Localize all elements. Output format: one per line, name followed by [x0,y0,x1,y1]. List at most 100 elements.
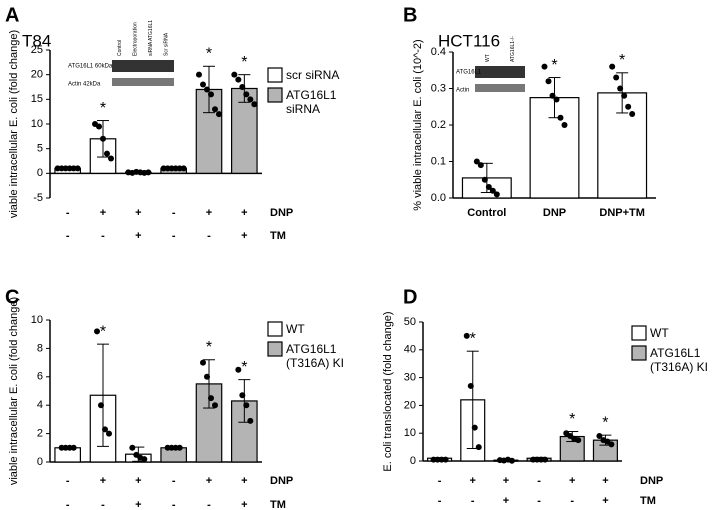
condition-sign: - [570,495,574,507]
data-point [235,76,242,83]
condition-sign: - [101,230,105,242]
blot-label: ATG16L1 60kDa [68,64,113,70]
data-point [208,395,214,402]
lane-label: WT [485,54,491,62]
y-tick-label: 15 [31,93,43,105]
condition-sign: + [100,475,106,487]
legend-item: WT [286,322,305,336]
condition-sign: - [438,495,442,507]
y-axis-label: % viable intracellular E. coli (10^-2) [412,39,424,210]
data-point [239,84,246,90]
y-tick-label: 10 [31,118,43,130]
significance: * [206,45,212,62]
y-tick-label: 25 [31,44,43,56]
legend-item: ATG16L1 (T316A) KI [286,342,345,370]
data-point [621,92,628,99]
condition-sign: + [503,475,509,487]
condition-sign: - [66,499,70,510]
y-tick-label: 50 [404,316,416,328]
significance: * [241,54,247,71]
legend-swatch [267,321,283,337]
panel-label: A [5,4,19,26]
lane-label: Electroporation [133,22,139,56]
legend-label: scr siRNA [286,68,340,82]
data-point [204,373,210,380]
significance: * [241,359,247,376]
legend-swatch [267,341,283,357]
data-point [94,328,100,335]
data-point [575,437,582,444]
data-point [489,187,496,194]
x-tick-label: Control [467,207,506,219]
y-axis-label: E. coli translocated (fold change) [382,311,394,471]
y-tick-label: 5 [37,143,43,155]
legend-item: ATG16L1 (T316A) KI [650,346,708,374]
data-point [613,74,620,81]
blot-label: Actin [456,88,469,94]
x-tick-label: DNP+TM [599,207,645,219]
condition-sign: - [172,475,176,487]
data-point [617,85,624,92]
condition-sign: + [503,495,509,507]
blot-band [112,78,174,86]
data-point [508,457,515,464]
y-tick-label: 0 [37,456,43,468]
data-point [216,111,222,118]
condition-sign: + [569,475,575,487]
blot-band [112,60,174,72]
x-tick-label: DNP [543,207,566,219]
condition-label: DNP [270,207,293,219]
data-point [98,402,104,409]
y-tick-label: 8 [37,342,43,354]
condition-sign: + [470,475,476,487]
significance: * [206,339,212,356]
condition-sign: - [101,499,105,510]
legend-swatch [267,87,283,103]
y-tick-label: 0.4 [431,46,446,58]
data-point [141,456,148,463]
condition-sign: + [241,499,247,510]
condition-sign: + [241,207,247,219]
data-point [74,165,81,172]
data-point [180,165,187,172]
condition-sign: - [66,207,70,219]
y-tick-label: 0 [410,455,416,467]
significance: * [551,57,557,74]
legend-item: scr siRNA [286,68,340,82]
condition-sign: + [241,230,247,242]
legend-item: WT [650,326,669,340]
y-tick-label: 0.2 [431,119,446,131]
data-point [204,86,210,93]
data-point [239,392,246,399]
condition-sign: - [207,499,211,510]
condition-label: TM [270,230,286,242]
condition-sign: - [207,230,211,242]
significance: * [470,330,476,347]
legend-swatch [631,345,647,361]
y-tick-label: 30 [404,372,416,384]
data-point [247,417,254,424]
condition-sign: + [100,207,106,219]
data-point [442,456,449,463]
y-tick-label: 10 [404,427,416,439]
condition-sign: + [602,495,608,507]
data-point [251,101,258,108]
data-point [493,191,500,198]
data-point [473,158,480,165]
data-point [553,96,560,103]
blot-label: Actin 42kDa [68,82,101,88]
data-point [243,91,250,98]
y-tick-label: 6 [37,371,43,383]
condition-sign: - [172,499,176,510]
legend-label: ATG16L1 (T316A) KI [286,342,345,370]
condition-sign: - [66,475,70,487]
data-point [485,184,492,191]
y-tick-label: 20 [404,399,416,411]
condition-sign: - [172,230,176,242]
blot-band [475,84,525,92]
condition-label: DNP [640,475,663,487]
y-tick-label: 40 [404,344,416,356]
data-point [104,150,110,157]
data-point [477,162,484,169]
